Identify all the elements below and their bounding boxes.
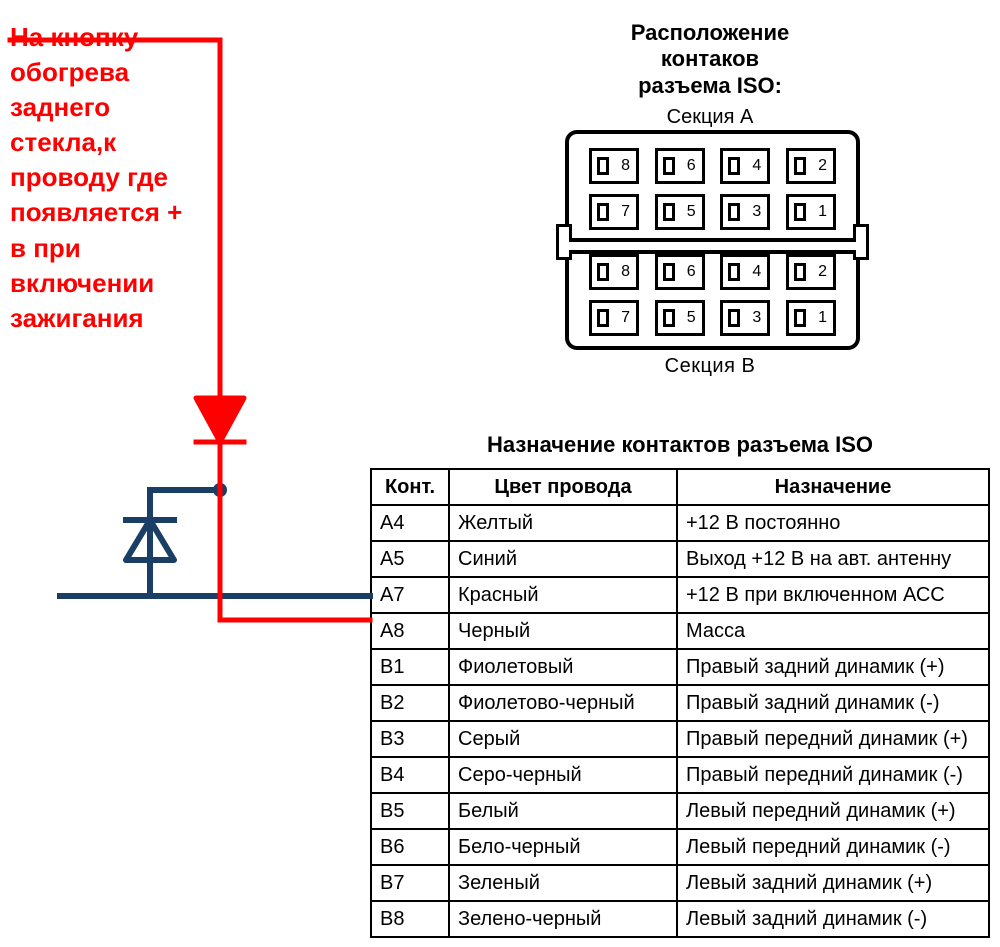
table-cell: Левый задний динамик (+) [677,865,989,901]
connector-pin: 1 [786,300,836,336]
connector-pin: 8 [589,148,639,184]
table-row: B1ФиолетовыйПравый задний динамик (+) [371,649,989,685]
table-header: Цвет провода [449,469,677,505]
table-cell: +12 В постоянно [677,505,989,541]
table-row: A8ЧерныйМасса [371,613,989,649]
pinout-table: Конт.Цвет проводаНазначение A4Желтый+12 … [370,468,990,938]
table-cell: Фиолетовый [449,649,677,685]
table-cell: +12 В при включенном АСС [677,577,989,613]
connector-pin: 7 [589,300,639,336]
connector-pin: 2 [786,254,836,290]
table-row: A5СинийВыход +12 В на авт. антенну [371,541,989,577]
table-cell: Зеленый [449,865,677,901]
table-cell: A8 [371,613,449,649]
table-row: B5БелыйЛевый передний динамик (+) [371,793,989,829]
table-row: A4Желтый+12 В постоянно [371,505,989,541]
connector-pin: 4 [720,148,770,184]
connector-pin: 8 [589,254,639,290]
table-row: B7ЗеленыйЛевый задний динамик (+) [371,865,989,901]
table-cell: Бело-черный [449,829,677,865]
connector-pin: 6 [655,254,705,290]
table-row: A7Красный+12 В при включенном АСС [371,577,989,613]
connector-pin: 4 [720,254,770,290]
table-cell: Фиолетово-черный [449,685,677,721]
annotation-text: На кнопку обогрева заднего стекла,к пров… [10,20,210,336]
table-cell: Правый задний динамик (+) [677,649,989,685]
table-cell: B5 [371,793,449,829]
table-row: B3СерыйПравый передний динамик (+) [371,721,989,757]
table-row: B2Фиолетово-черныйПравый задний динамик … [371,685,989,721]
table-cell: B6 [371,829,449,865]
table-cell: B1 [371,649,449,685]
table-cell: Левый задний динамик (-) [677,901,989,937]
table-cell: Правый задний динамик (-) [677,685,989,721]
connector-pin: 2 [786,148,836,184]
connector-title: Расположение контаков разъема ISO: [560,20,860,99]
table-row: B6Бело-черныйЛевый передний динамик (-) [371,829,989,865]
table-row: B8Зелено-черныйЛевый задний динамик (-) [371,901,989,937]
table-cell: Серо-черный [449,757,677,793]
table-header: Конт. [371,469,449,505]
table-title: Назначение контактов разъема ISO [370,432,990,458]
table-cell: B4 [371,757,449,793]
table-cell: Выход +12 В на авт. антенну [677,541,989,577]
table-cell: Правый передний динамик (-) [677,757,989,793]
connector-pin: 6 [655,148,705,184]
connector-pin: 7 [589,194,639,230]
connector-pin: 1 [786,194,836,230]
table-cell: B2 [371,685,449,721]
table-cell: A7 [371,577,449,613]
table-cell: A5 [371,541,449,577]
table-cell: Черный [449,613,677,649]
table-cell: Белый [449,793,677,829]
table-cell: Правый передний динамик (+) [677,721,989,757]
connector-pin: 5 [655,194,705,230]
connector-pin: 3 [720,300,770,336]
table-row: B4Серо-черныйПравый передний динамик (-) [371,757,989,793]
section-b-label: Секция В [560,355,860,378]
table-cell: B7 [371,865,449,901]
table-cell: Серый [449,721,677,757]
table-header: Назначение [677,469,989,505]
table-cell: Зелено-черный [449,901,677,937]
table-cell: A4 [371,505,449,541]
table-cell: Левый передний динамик (-) [677,829,989,865]
table-cell: B8 [371,901,449,937]
table-cell: Масса [677,613,989,649]
connector-pin: 3 [720,194,770,230]
table-cell: B3 [371,721,449,757]
table-cell: Синий [449,541,677,577]
table-cell: Желтый [449,505,677,541]
table-cell: Красный [449,577,677,613]
iso-connector-diagram: 8642 7531 8642 7531 [565,130,860,350]
connector-pin: 5 [655,300,705,336]
table-cell: Левый передний динамик (+) [677,793,989,829]
section-a-label: Секция А [560,106,860,129]
